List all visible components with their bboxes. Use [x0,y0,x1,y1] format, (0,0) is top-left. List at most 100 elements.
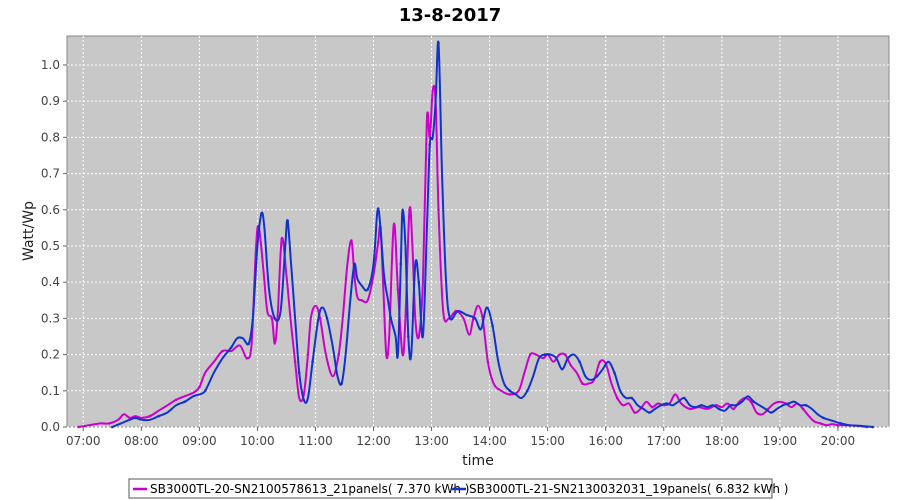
data-point [473,317,477,320]
y-tick-label: 0.8 [41,130,60,144]
x-tick-label: 16:00 [588,434,623,448]
data-point [650,405,654,409]
data-point [749,400,753,404]
x-tick-label: 10:00 [240,434,275,448]
data-point [379,226,382,230]
data-point [230,346,233,349]
y-tick-label: 0.5 [41,239,60,253]
data-point [111,425,114,429]
data-point [769,411,773,414]
x-tick-label: 20:00 [821,434,856,448]
axes: 0.0 0.1 0.2 0.3 0.4 0.5 0.6 0.7 0.8 0.9 1.0 07:00 08… [41,58,855,448]
data-point [325,317,329,320]
data-point [134,416,137,420]
data-point [385,353,388,356]
data-point [787,402,790,405]
data-point [437,41,440,45]
x-tick-label: 07:00 [66,434,101,448]
x-tick-label: 17:00 [646,434,681,448]
x-axis-label: time [462,453,494,469]
data-point [399,262,403,266]
data-point [752,400,755,404]
y-tick-label: 0.7 [41,167,60,181]
y-tick-label: 0.3 [41,311,60,325]
x-tick-label: 14:00 [472,434,507,448]
data-point [428,143,432,146]
chart-title: 13-8-2017 [399,5,502,26]
data-point [280,237,284,240]
x-tick-label: 15:00 [530,434,565,448]
data-point [389,317,393,320]
series-line-1 [78,84,868,428]
data-point [682,396,686,400]
data-point [688,407,692,411]
data-point [543,353,547,356]
data-point [183,400,187,404]
y-axis-label: Watt/Wp [21,201,37,261]
data-point [260,212,263,215]
data-point [203,389,207,393]
data-point [839,422,843,425]
data-point [417,335,421,338]
data-point [598,360,602,364]
data-point [717,407,721,411]
data-point [616,396,619,400]
data-point [286,219,289,222]
data-point [376,241,380,244]
data-point [735,404,738,407]
data-point [804,404,808,407]
legend-label-series-1: SB3000TL-20-SN2100578613_21panels( 7.370… [150,482,469,496]
data-point [581,382,584,385]
data-point [528,353,532,356]
data-point [408,208,411,212]
data-point [819,422,822,425]
legend-box [128,478,773,499]
data-point [417,280,421,284]
data-point [198,385,201,389]
data-point [801,407,805,411]
data-point [396,288,400,291]
data-point [665,402,668,405]
data-point [273,317,277,320]
y-tick-label: 0.0 [41,420,60,434]
data-point [293,360,297,364]
data-point [578,360,581,364]
data-point [407,335,410,338]
data-point [297,371,301,375]
x-tick-label: 12:00 [356,434,391,448]
y-tick-label: 0.9 [41,94,60,108]
data-point [613,371,616,375]
y-tick-label: 0.6 [41,203,60,217]
data-point [148,414,152,418]
x-tick-label: 09:00 [182,434,217,448]
data-point [563,353,567,356]
data-point [350,239,353,242]
data-point [221,349,224,353]
data-point [353,262,356,266]
data-point [595,375,599,378]
y-tick-label: 0.2 [41,348,60,362]
x-tick-label: 08:00 [124,434,159,448]
data-point [306,353,310,356]
data-point [526,389,529,393]
data-point [486,360,490,364]
data-point [700,404,703,407]
series-layer [77,40,874,429]
data-point [508,389,512,393]
data-point [245,356,249,360]
data-point [560,367,564,371]
x-tick-label: 13:00 [414,434,449,448]
data-point [648,411,651,414]
series-line-2 [111,40,873,428]
data-point [270,317,274,320]
legend: SB3000TL-20-SN2100578613_21panels( 7.370… [128,478,788,499]
data-point [836,423,840,427]
x-tick-label: 19:00 [763,434,798,448]
data-point [108,422,111,425]
plot-area [66,35,890,428]
legend-label-series-2: SB3000TL-21-SN2130032031_19panels( 6.832… [469,482,788,496]
data-point [311,360,314,364]
data-point [340,382,343,385]
